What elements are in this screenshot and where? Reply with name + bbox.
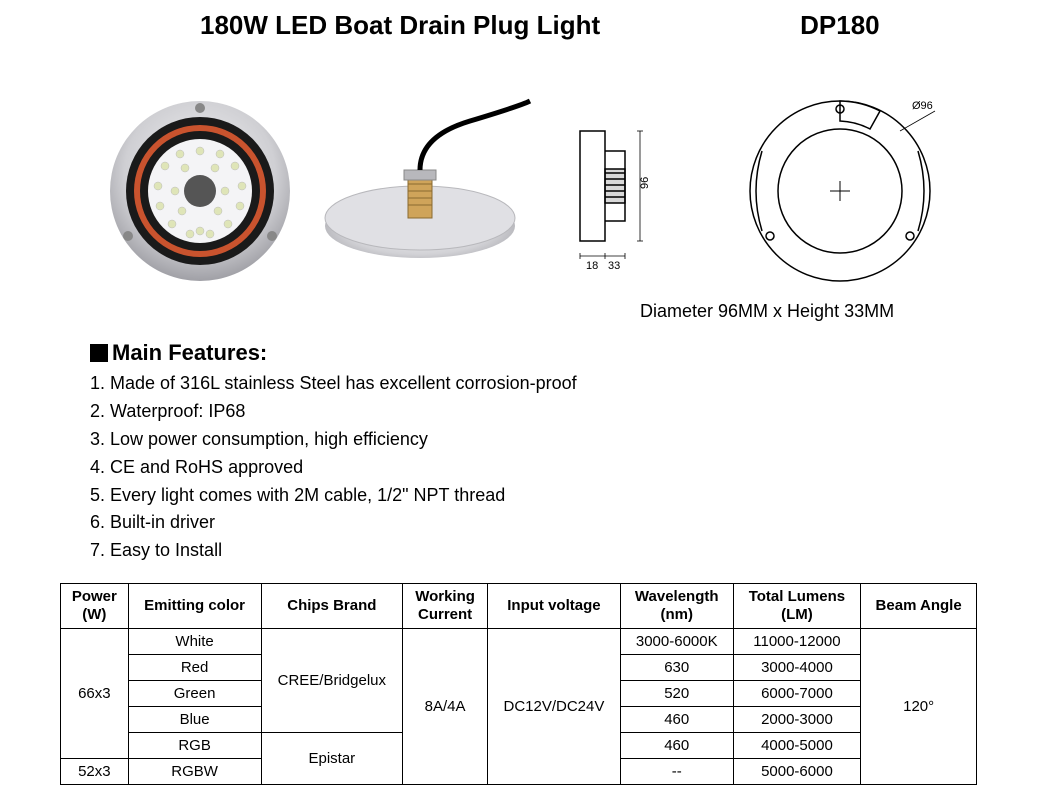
cell-wavelength: 630 — [620, 655, 733, 681]
cell-lumens: 5000-6000 — [733, 759, 861, 785]
cell-wavelength: 460 — [620, 733, 733, 759]
col-lumens: Total Lumens (LM) — [733, 584, 861, 629]
front-drawing: Ø96 — [740, 91, 950, 291]
cell-color: RGB — [128, 733, 261, 759]
cell-color: White — [128, 629, 261, 655]
side-drawing: 96 18 33 — [560, 91, 720, 291]
dim-diameter: Ø96 — [912, 100, 933, 112]
features-list: 1. Made of 316L stainless Steel has exce… — [90, 370, 977, 565]
cell-current: 8A/4A — [403, 629, 488, 785]
col-voltage: Input voltage — [488, 584, 621, 629]
cell-beam: 120° — [861, 629, 977, 785]
cell-lumens: 6000-7000 — [733, 681, 861, 707]
cell-voltage: DC12V/DC24V — [488, 629, 621, 785]
cell-wavelength: -- — [620, 759, 733, 785]
feature-item: 3. Low power consumption, high efficienc… — [90, 426, 977, 454]
cell-lumens: 11000-12000 — [733, 629, 861, 655]
product-back-image — [320, 96, 540, 286]
col-color: Emitting color — [128, 584, 261, 629]
feature-item: 2. Waterproof: IP68 — [90, 398, 977, 426]
cell-chips: CREE/Bridgelux — [261, 629, 403, 733]
feature-item: 5. Every light comes with 2M cable, 1/2"… — [90, 482, 977, 510]
cell-color: Green — [128, 681, 261, 707]
cell-lumens: 4000-5000 — [733, 733, 861, 759]
col-chips: Chips Brand — [261, 584, 403, 629]
table-header-row: Power (W) Emitting color Chips Brand Wor… — [61, 584, 977, 629]
feature-item: 6. Built-in driver — [90, 509, 977, 537]
model-code: DP180 — [800, 10, 880, 41]
spec-table: Power (W) Emitting color Chips Brand Wor… — [60, 583, 977, 785]
col-current: Working Current — [403, 584, 488, 629]
feature-item: 4. CE and RoHS approved — [90, 454, 977, 482]
dim-lip: 18 — [586, 260, 598, 272]
cell-wavelength: 460 — [620, 707, 733, 733]
cell-wavelength: 3000-6000K — [620, 629, 733, 655]
dimensions-text: Diameter 96MM x Height 33MM — [60, 301, 977, 322]
feature-item: 7. Easy to Install — [90, 537, 977, 565]
col-beam: Beam Angle — [861, 584, 977, 629]
cell-wavelength: 520 — [620, 681, 733, 707]
cell-color: Blue — [128, 707, 261, 733]
product-front-image — [100, 96, 300, 286]
header: 180W LED Boat Drain Plug Light DP180 — [60, 10, 977, 41]
features-block: Main Features: 1. Made of 316L stainless… — [60, 340, 977, 565]
cell-color: RGBW — [128, 759, 261, 785]
features-heading: Main Features: — [90, 340, 977, 366]
feature-item: 1. Made of 316L stainless Steel has exce… — [90, 370, 977, 398]
col-power: Power (W) — [61, 584, 129, 629]
cell-power: 66x3 — [61, 629, 129, 759]
cell-power: 52x3 — [61, 759, 129, 785]
cell-lumens: 2000-3000 — [733, 707, 861, 733]
product-images: 96 18 33 Ø96 — [60, 91, 977, 291]
dim-height: 96 — [639, 177, 651, 189]
table-row: 66x3 White CREE/Bridgelux 8A/4A DC12V/DC… — [61, 629, 977, 655]
features-heading-text: Main Features: — [112, 340, 267, 366]
cell-lumens: 3000-4000 — [733, 655, 861, 681]
col-wavelength: Wavelength (nm) — [620, 584, 733, 629]
cell-color: Red — [128, 655, 261, 681]
dim-depth: 33 — [608, 260, 620, 272]
cell-chips: Epistar — [261, 733, 403, 785]
page-title: 180W LED Boat Drain Plug Light — [200, 10, 600, 41]
square-bullet-icon — [90, 344, 108, 362]
